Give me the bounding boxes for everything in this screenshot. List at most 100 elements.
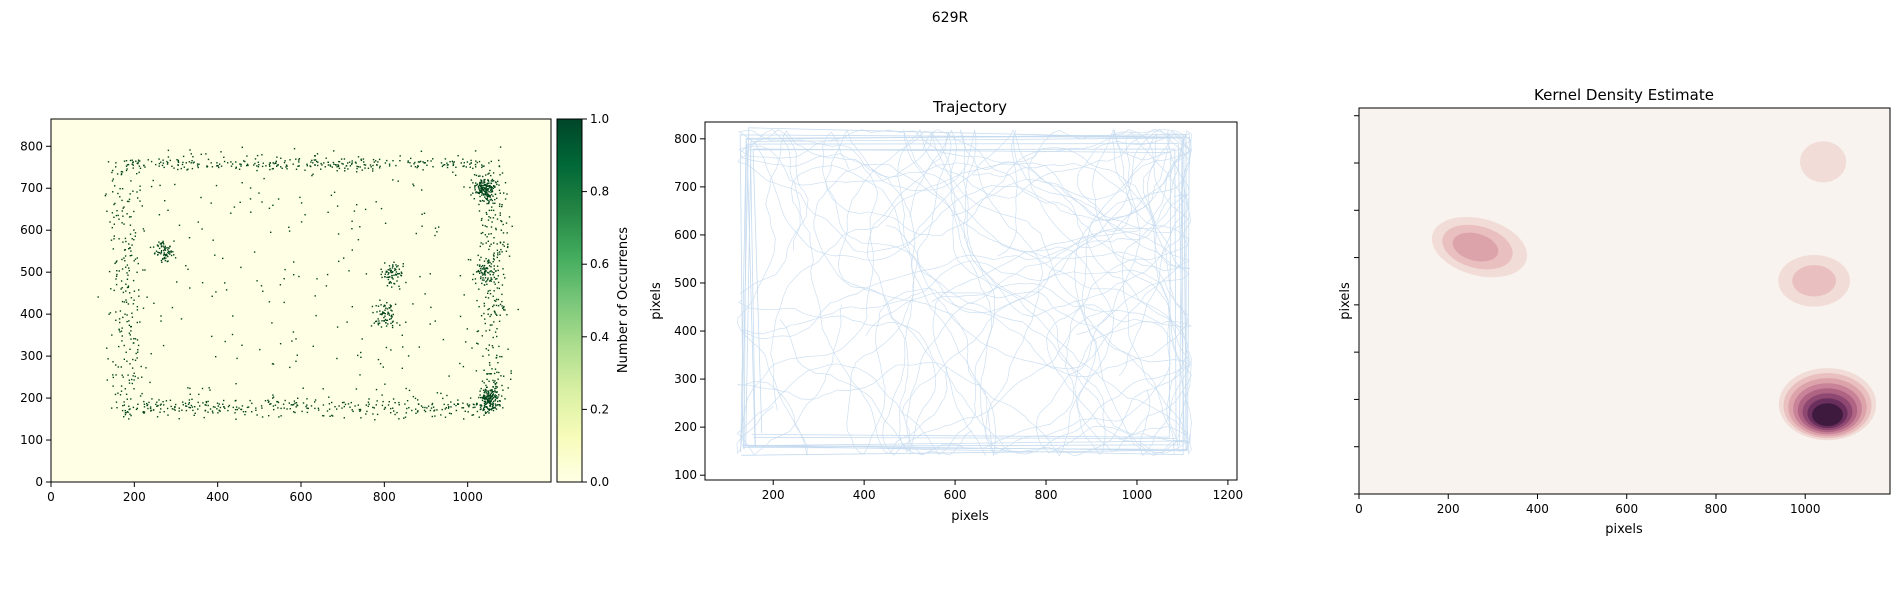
occurrence-point xyxy=(126,272,128,274)
occurrence-point xyxy=(391,286,393,288)
occurrence-point xyxy=(376,413,379,416)
occurrence-point xyxy=(442,164,444,166)
occurrence-point xyxy=(384,407,387,409)
occurrence-point xyxy=(496,218,499,220)
occurrence-point xyxy=(398,272,401,275)
occurrence-point xyxy=(122,241,124,243)
occurrence-point xyxy=(490,191,492,193)
occurrence-point xyxy=(418,346,420,348)
occurrence-point xyxy=(478,192,480,194)
occurrence-point xyxy=(170,251,172,253)
occurrence-point xyxy=(471,347,473,349)
occurrence-point xyxy=(491,190,494,193)
occurrence-point xyxy=(256,280,258,282)
occurrence-point xyxy=(122,291,125,294)
occurrence-point xyxy=(115,319,117,321)
occurrence-point xyxy=(182,401,184,403)
occurrence-point xyxy=(385,325,388,327)
occurrence-point xyxy=(119,188,121,190)
occurrence-point xyxy=(410,165,412,167)
occurrence-point xyxy=(131,159,133,161)
occurrence-point xyxy=(446,394,448,397)
occurrence-point xyxy=(275,160,277,162)
occurrence-point xyxy=(483,404,486,407)
occurrence-point xyxy=(167,247,169,249)
heatmap-y-tick-label: 500 xyxy=(20,265,43,279)
occurrence-point xyxy=(322,404,325,406)
occurrence-point xyxy=(392,407,394,409)
figure-suptitle: 629R xyxy=(932,10,969,26)
occurrence-point xyxy=(197,221,199,223)
occurrence-point xyxy=(386,271,388,273)
occurrence-point xyxy=(130,216,132,218)
occurrence-point xyxy=(369,164,372,166)
occurrence-point xyxy=(487,261,490,264)
occurrence-point xyxy=(337,164,339,166)
occurrence-point xyxy=(139,160,141,162)
occurrence-point xyxy=(344,170,346,172)
occurrence-point xyxy=(310,405,313,407)
occurrence-point xyxy=(170,405,172,408)
occurrence-point xyxy=(209,408,212,410)
occurrence-point xyxy=(490,402,492,404)
occurrence-point xyxy=(462,365,465,368)
occurrence-point xyxy=(380,268,382,270)
trajectory-line xyxy=(746,143,1185,447)
occurrence-point xyxy=(484,277,487,279)
occurrence-point xyxy=(343,257,345,259)
occurrence-point xyxy=(489,169,491,172)
occurrence-point xyxy=(499,203,501,205)
occurrence-point xyxy=(116,173,119,175)
occurrence-point xyxy=(404,403,406,405)
occurrence-point xyxy=(491,221,493,223)
occurrence-point xyxy=(173,408,175,410)
trajectory-line xyxy=(738,128,1191,455)
occurrence-point xyxy=(475,184,478,186)
occurrence-point xyxy=(479,190,481,192)
occurrence-point xyxy=(480,187,482,189)
occurrence-point xyxy=(490,277,492,279)
occurrence-point xyxy=(116,407,118,409)
occurrence-point xyxy=(128,332,131,334)
occurrence-point xyxy=(429,323,431,325)
occurrence-point xyxy=(489,185,491,187)
occurrence-point xyxy=(487,278,489,281)
occurrence-point xyxy=(483,402,486,405)
occurrence-point xyxy=(384,162,387,164)
occurrence-point xyxy=(478,396,480,399)
occurrence-point xyxy=(139,185,141,187)
colorbar-tick-label: 0.8 xyxy=(590,185,609,199)
occurrence-point xyxy=(336,326,339,328)
heatmap-y-tick-label: 400 xyxy=(20,307,43,321)
occurrence-point xyxy=(392,160,394,162)
occurrence-point xyxy=(267,399,269,401)
occurrence-point xyxy=(147,404,149,406)
occurrence-point xyxy=(134,258,137,260)
occurrence-point xyxy=(501,205,503,208)
occurrence-point xyxy=(280,407,282,410)
occurrence-point xyxy=(351,162,353,164)
occurrence-point xyxy=(490,186,493,188)
occurrence-point xyxy=(323,162,325,164)
occurrence-point xyxy=(218,163,221,165)
occurrence-point xyxy=(152,246,155,248)
kde-frame xyxy=(1358,107,1891,495)
occurrence-point xyxy=(436,409,438,411)
occurrence-point xyxy=(122,215,124,217)
occurrence-point xyxy=(482,182,484,184)
occurrence-point xyxy=(136,407,138,410)
occurrence-point xyxy=(241,182,243,184)
occurrence-point xyxy=(132,167,134,169)
kde-title: Kernel Density Estimate xyxy=(1534,86,1714,104)
occurrence-point xyxy=(235,166,237,168)
occurrence-point xyxy=(491,206,493,208)
occurrence-point xyxy=(395,271,398,273)
occurrence-point xyxy=(217,165,219,167)
occurrence-point xyxy=(180,167,182,170)
occurrence-point xyxy=(166,163,169,165)
occurrence-point xyxy=(123,404,126,406)
occurrence-point xyxy=(499,405,501,407)
occurrence-point xyxy=(306,398,308,400)
occurrence-point xyxy=(269,165,271,167)
occurrence-point xyxy=(246,406,249,409)
